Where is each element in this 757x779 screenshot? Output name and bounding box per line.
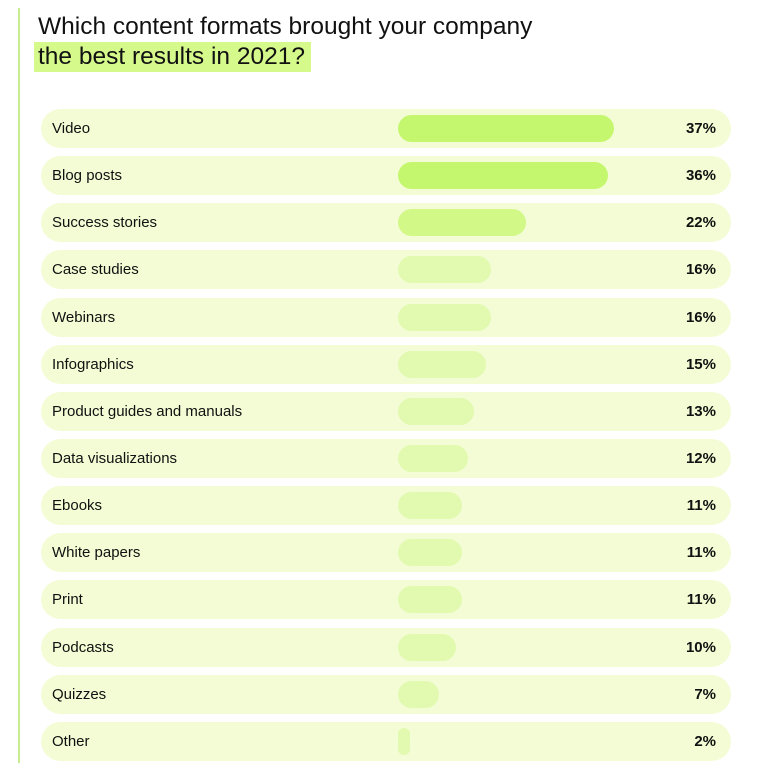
chart-row: Quizzes 7% (41, 674, 731, 714)
chart-row: Data visualizations 12% (41, 438, 731, 478)
bar (398, 350, 486, 378)
category-label: Video (52, 120, 91, 137)
value-label: 15% (685, 355, 716, 373)
accent-divider-line (18, 8, 20, 763)
chart-row: Blog posts 36% (41, 156, 731, 196)
bar (398, 727, 410, 755)
chart-row: Podcasts 10% (41, 627, 731, 667)
value-label: 36% (685, 167, 716, 185)
category-label: White papers (52, 544, 141, 562)
category-label: Product guides and manuals (52, 402, 243, 420)
category-label: Case studies (52, 261, 139, 279)
category-label: Data visualizations (52, 449, 178, 467)
bar (398, 397, 474, 425)
chart-title-line-1: Which content formats brought your compa… (38, 13, 533, 40)
value-label: 37% (685, 120, 716, 137)
chart-row: Video 37% (41, 109, 731, 148)
category-label: Blog posts (52, 167, 123, 185)
bar (398, 492, 463, 520)
category-label: Other (52, 732, 90, 750)
bar (398, 162, 609, 190)
value-label: 11% (686, 591, 716, 609)
category-label: Success stories (52, 214, 158, 232)
value-label: 10% (685, 638, 716, 656)
value-label: 2% (694, 732, 716, 750)
chart-row: Ebooks 11% (41, 486, 731, 526)
chart-title: Which content formats brought your compa… (34, 12, 533, 72)
category-label: Quizzes (52, 685, 107, 703)
bar (398, 539, 463, 567)
value-label: 12% (685, 449, 716, 467)
chart-row: Case studies 16% (41, 250, 731, 290)
chart-row: Print 11% (41, 580, 731, 620)
value-label: 11% (686, 497, 716, 515)
chart-title-line-2-highlighted: the best results in 2021? (34, 42, 311, 72)
value-label: 22% (685, 214, 716, 232)
bar (398, 633, 457, 661)
chart-row: White papers 11% (41, 533, 731, 573)
bar-chart-rows: Video 37% Blog posts 36% Success stories 22% C… (41, 109, 731, 769)
bar (398, 680, 439, 708)
chart-row: Success stories 22% (41, 203, 731, 243)
chart-row: Webinars 16% (41, 297, 731, 337)
bar (398, 586, 463, 614)
value-label: 11% (686, 544, 716, 562)
bar (398, 115, 614, 142)
category-label: Ebooks (52, 497, 103, 515)
value-label: 16% (685, 308, 716, 326)
category-label: Podcasts (52, 638, 114, 656)
chart-row: Infographics 15% (41, 344, 731, 384)
category-label: Print (52, 591, 83, 609)
value-label: 16% (685, 261, 716, 279)
category-label: Webinars (52, 308, 116, 326)
value-label: 13% (685, 402, 716, 420)
chart-row: Product guides and manuals 13% (41, 391, 731, 431)
value-label: 7% (694, 685, 716, 703)
chart-row: Other 2% (41, 721, 731, 761)
category-label: Infographics (52, 355, 134, 373)
bar (398, 256, 492, 284)
bar (398, 209, 527, 237)
bar (398, 303, 492, 331)
bar (398, 444, 469, 472)
